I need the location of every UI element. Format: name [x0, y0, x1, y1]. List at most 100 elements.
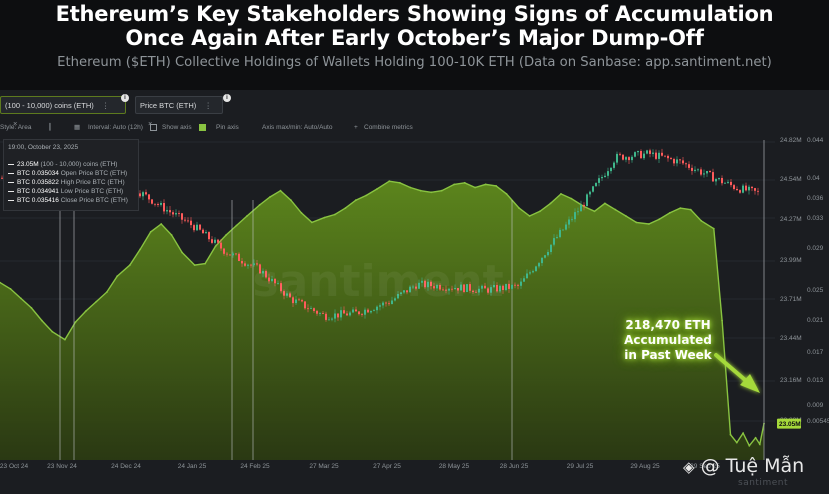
holdings-point: [181, 251, 184, 254]
price-candle: [337, 313, 339, 318]
price-candle: [520, 281, 522, 286]
holdings-tick-label: 23.99M: [780, 257, 802, 264]
holdings-tick-label: 24.27M: [780, 216, 802, 223]
price-candle: [727, 181, 729, 183]
price-candle: [208, 232, 210, 240]
price-candle: [331, 318, 333, 320]
tooltip-label: Open Price BTC (ETH): [60, 170, 128, 177]
holdings-point: [204, 262, 207, 265]
price-candle: [526, 273, 528, 279]
tooltip-value: BTC 0.034941: [17, 188, 59, 195]
price-candle: [742, 185, 744, 193]
tab-menu-icon[interactable]: ⋮: [204, 101, 212, 110]
holdings-point: [300, 212, 303, 214]
holdings-point: [41, 319, 43, 322]
holdings-point: [388, 180, 391, 183]
price-candle: [442, 289, 444, 291]
plus-icon: +: [354, 124, 358, 131]
price-candle: [625, 157, 627, 160]
price-candle: [739, 190, 741, 193]
holdings-point: [570, 197, 573, 200]
info-icon[interactable]: i: [223, 94, 231, 102]
price-candle: [382, 302, 384, 306]
price-candle: [757, 190, 759, 192]
price-candle: [367, 309, 369, 313]
price-candle: [529, 272, 531, 274]
price-candle: [694, 169, 696, 171]
chart-subtitle: Ethereum ($ETH) Collective Holdings of W…: [57, 55, 772, 70]
accumulation-callout: 218,470 ETH Accumulated in Past Week: [612, 318, 724, 363]
holdings-point: [648, 223, 650, 225]
price-candle: [415, 286, 417, 289]
price-candle: [280, 283, 282, 292]
price-candle: [265, 270, 267, 278]
price-candle: [175, 213, 177, 215]
price-candle: [400, 292, 402, 294]
calendar-icon: ▦: [74, 124, 81, 131]
price-candle: [619, 153, 621, 155]
price-candle: [364, 309, 366, 315]
interval-selector[interactable]: Interval: Auto (12h): [88, 124, 143, 131]
price-candle: [325, 313, 327, 320]
metric-tab-holdings-label: (100 - 10,000) coins (ETH): [5, 101, 94, 110]
price-candle: [283, 291, 285, 296]
price-candle: [700, 169, 702, 175]
callout-line-2: Accumulated: [624, 333, 712, 347]
show-axis-checkbox[interactable]: [150, 122, 157, 134]
holdings-point: [269, 196, 271, 198]
price-candle: [397, 294, 399, 299]
price-candle: [157, 204, 159, 205]
metric-tab-price[interactable]: Price BTC (ETH) ⋮ ×: [135, 96, 223, 128]
x-tick-label: 24 Feb 25: [240, 463, 270, 470]
holdings-point: [214, 245, 217, 248]
price-candle: [385, 302, 387, 304]
pin-axis-checkbox[interactable]: [199, 122, 206, 134]
price-candle: [754, 188, 756, 191]
axis-range-selector[interactable]: Axis max/min: Auto/Auto: [262, 124, 333, 131]
price-candle: [595, 182, 597, 187]
price-candle: [469, 284, 471, 291]
holdings-point: [742, 432, 744, 434]
price-candle: [610, 167, 612, 172]
price-candle: [295, 299, 297, 304]
price-candle: [523, 278, 525, 282]
tooltip-row: BTC 0.035034 Open Price BTC (ETH): [8, 169, 127, 178]
combine-metrics-button[interactable]: Combine metrics: [364, 124, 413, 131]
x-tick-label: 29 Jul 25: [567, 463, 594, 470]
tab-menu-icon[interactable]: ⋮: [101, 101, 110, 110]
info-icon[interactable]: i: [121, 94, 129, 102]
price-candle: [319, 313, 321, 314]
metric-tab-holdings[interactable]: (100 - 10,000) coins (ETH) ⋮ ×: [0, 96, 126, 128]
tooltip-value: BTC 0.035416: [17, 197, 59, 204]
price-candle: [169, 210, 171, 213]
price-candle: [238, 253, 240, 261]
price-candle: [211, 239, 213, 243]
price-candle: [685, 163, 687, 165]
price-candle: [682, 160, 684, 164]
price-candle: [559, 229, 561, 238]
price-candle: [604, 175, 606, 177]
holdings-point: [84, 310, 87, 312]
tab-close-icon[interactable]: ×: [13, 119, 18, 128]
holdings-point: [614, 208, 617, 211]
tab-close-icon[interactable]: ×: [148, 119, 153, 128]
price-candle: [349, 312, 351, 316]
price-candle: [640, 151, 642, 159]
price-candle: [541, 257, 543, 264]
style-selector[interactable]: Style: Area: [0, 124, 32, 131]
holdings-point: [409, 186, 412, 189]
price-candle: [166, 210, 168, 212]
holdings-point: [539, 210, 541, 213]
price-candle: [655, 152, 657, 159]
x-tick-label: 27 Apr 25: [373, 463, 401, 470]
holdings-point: [658, 218, 661, 221]
price-candle: [142, 192, 144, 197]
price-candle: [445, 289, 447, 291]
price-candle: [586, 194, 588, 207]
holdings-point: [453, 183, 456, 186]
price-candle: [751, 186, 753, 189]
holdings-point: [635, 221, 638, 224]
price-candle: [163, 203, 165, 212]
price-candle: [262, 270, 264, 274]
holdings-point: [311, 221, 313, 224]
